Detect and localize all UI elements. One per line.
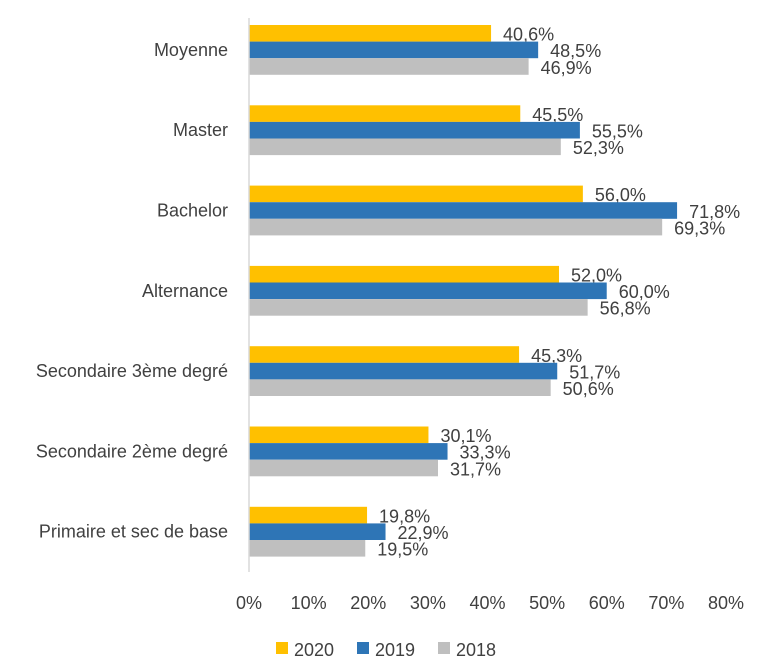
x-tick-label: 30% bbox=[410, 593, 446, 613]
category-labels: Moyenne Master Bachelor Alternance Secondair… bbox=[36, 40, 228, 542]
data-label: 45,5% bbox=[532, 105, 583, 125]
data-label: 69,3% bbox=[674, 218, 725, 238]
data-label: 71,8% bbox=[689, 202, 740, 222]
x-tick-label: 80% bbox=[708, 593, 744, 613]
data-label: 60,0% bbox=[619, 282, 670, 302]
legend-swatch-2020 bbox=[276, 642, 288, 654]
data-label: 51,7% bbox=[569, 362, 620, 382]
legend-label: 2020 bbox=[294, 640, 334, 660]
bar-2018 bbox=[249, 138, 561, 156]
bar-2020 bbox=[249, 185, 583, 203]
bar-2018 bbox=[249, 299, 588, 316]
category-label: Primaire et sec de base bbox=[39, 522, 228, 542]
bars-layer: 40,6%48,5%46,9% 45,5% 55,5%52,3% 56,0% 71,8%… bbox=[249, 25, 740, 560]
x-tick-label: 20% bbox=[350, 593, 386, 613]
data-label: 33,3% bbox=[460, 443, 511, 463]
bar-2018 bbox=[249, 58, 529, 75]
x-tick-labels: 0% 10% 20% 30% 40% 50% 60% 70% 80% bbox=[236, 593, 744, 613]
legend: 2020 2019 2018 bbox=[276, 640, 496, 660]
bar-2019 bbox=[249, 443, 448, 460]
bar-2019 bbox=[249, 282, 607, 300]
x-tick-label: 70% bbox=[648, 593, 684, 613]
x-tick-label: 60% bbox=[589, 593, 625, 613]
x-tick-label: 40% bbox=[469, 593, 505, 613]
category-label: Secondaire 3ème degré bbox=[36, 361, 228, 381]
legend-label: 2019 bbox=[375, 640, 415, 660]
category-label: Moyenne bbox=[154, 40, 228, 60]
category-label: Bachelor bbox=[157, 201, 228, 221]
x-tick-label: 0% bbox=[236, 593, 262, 613]
data-label: 48,5% bbox=[550, 41, 601, 61]
bar-2020 bbox=[249, 426, 429, 444]
bar-2020 bbox=[249, 25, 492, 42]
data-label: 30,1% bbox=[440, 426, 491, 446]
x-tick-label: 10% bbox=[291, 593, 327, 613]
data-label: 52,3% bbox=[573, 138, 624, 158]
bar-2020 bbox=[249, 105, 521, 122]
legend-label: 2018 bbox=[456, 640, 496, 660]
category-label: Alternance bbox=[142, 281, 228, 301]
bar-2018 bbox=[249, 218, 663, 236]
bar-2018 bbox=[249, 459, 438, 477]
legend-swatch-2019 bbox=[357, 642, 369, 654]
bar-2020 bbox=[249, 346, 520, 363]
bar-2018 bbox=[249, 540, 366, 557]
bar-2019 bbox=[249, 362, 558, 380]
bar-2019 bbox=[249, 523, 386, 540]
category-label: Secondaire 2ème degré bbox=[36, 441, 228, 461]
bar-2019 bbox=[249, 202, 678, 219]
bar-2020 bbox=[249, 506, 368, 524]
bar-2019 bbox=[249, 41, 539, 59]
bar-2018 bbox=[249, 379, 551, 396]
bar-2020 bbox=[249, 265, 560, 283]
data-label: 50,6% bbox=[563, 379, 614, 399]
category-label: Master bbox=[173, 120, 228, 140]
data-label: 56,8% bbox=[600, 299, 651, 319]
data-label: 22,9% bbox=[398, 523, 449, 543]
data-label: 19,8% bbox=[379, 506, 430, 526]
data-label: 55,5% bbox=[592, 122, 643, 142]
data-label: 45,3% bbox=[531, 346, 582, 366]
data-label: 52,0% bbox=[571, 266, 622, 286]
bar-2019 bbox=[249, 121, 580, 139]
legend-swatch-2018 bbox=[438, 642, 450, 654]
data-label: 19,5% bbox=[377, 540, 428, 560]
data-label: 46,9% bbox=[541, 58, 592, 78]
x-tick-label: 50% bbox=[529, 593, 565, 613]
data-label: 40,6% bbox=[503, 25, 554, 45]
data-label: 31,7% bbox=[450, 459, 501, 479]
data-label: 56,0% bbox=[595, 185, 646, 205]
